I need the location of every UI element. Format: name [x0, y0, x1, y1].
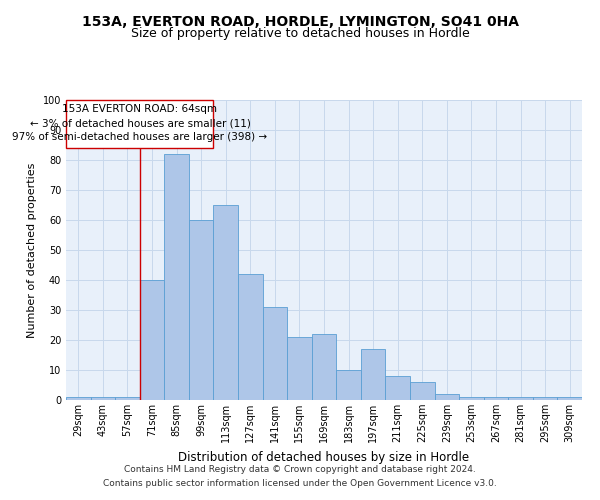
Bar — [533, 397, 557, 400]
Bar — [115, 397, 140, 400]
Bar — [508, 397, 533, 400]
Text: Contains HM Land Registry data © Crown copyright and database right 2024.
Contai: Contains HM Land Registry data © Crown c… — [103, 466, 497, 487]
FancyBboxPatch shape — [67, 100, 214, 148]
Bar — [164, 154, 189, 400]
Bar — [361, 349, 385, 400]
Bar — [484, 397, 508, 400]
X-axis label: Distribution of detached houses by size in Hordle: Distribution of detached houses by size … — [178, 450, 470, 464]
Text: 153A, EVERTON ROAD, HORDLE, LYMINGTON, SO41 0HA: 153A, EVERTON ROAD, HORDLE, LYMINGTON, S… — [82, 15, 518, 29]
Text: 97% of semi-detached houses are larger (398) →: 97% of semi-detached houses are larger (… — [13, 132, 268, 141]
Bar — [140, 280, 164, 400]
Bar — [66, 397, 91, 400]
Bar — [385, 376, 410, 400]
Text: 153A EVERTON ROAD: 64sqm: 153A EVERTON ROAD: 64sqm — [62, 104, 217, 115]
Text: ← 3% of detached houses are smaller (11): ← 3% of detached houses are smaller (11) — [29, 118, 250, 128]
Bar — [336, 370, 361, 400]
Bar — [557, 397, 582, 400]
Bar — [238, 274, 263, 400]
Bar — [434, 394, 459, 400]
Bar — [263, 307, 287, 400]
Bar — [410, 382, 434, 400]
Text: Size of property relative to detached houses in Hordle: Size of property relative to detached ho… — [131, 28, 469, 40]
Bar — [287, 337, 312, 400]
Bar — [91, 397, 115, 400]
Bar — [459, 397, 484, 400]
Bar — [312, 334, 336, 400]
Y-axis label: Number of detached properties: Number of detached properties — [27, 162, 37, 338]
Bar — [189, 220, 214, 400]
Bar — [214, 205, 238, 400]
